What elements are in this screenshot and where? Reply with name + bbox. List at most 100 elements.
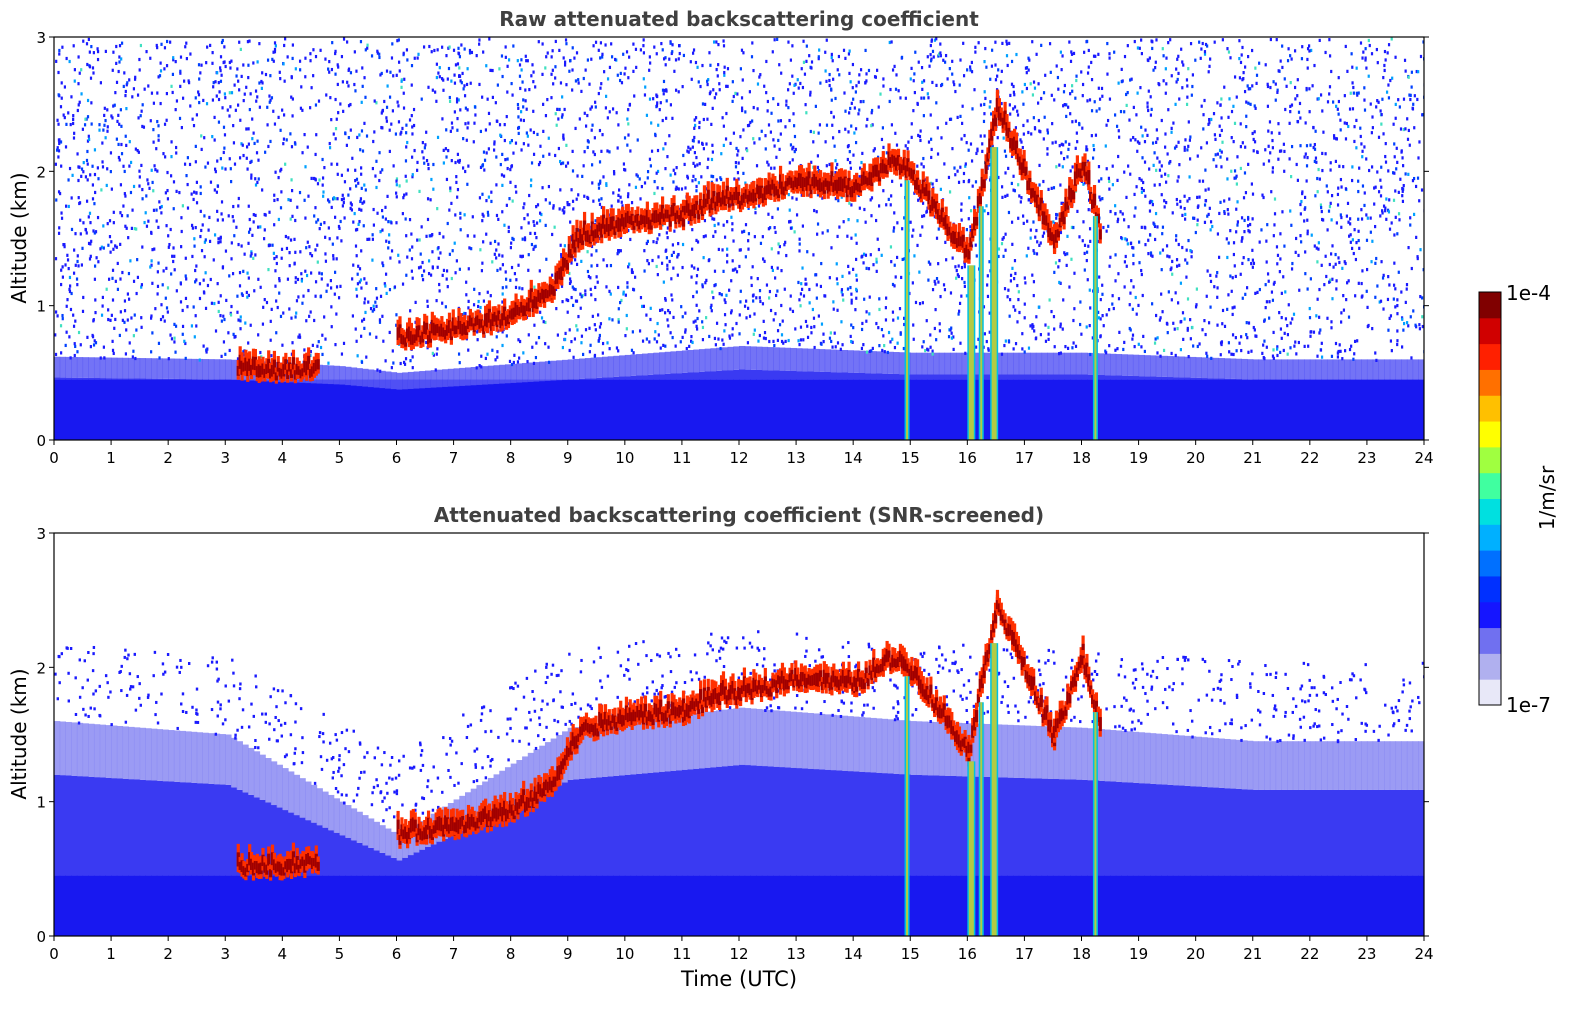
noise-speckle (1354, 257, 1358, 262)
noise-speckle (673, 229, 676, 233)
noise-speckle (1308, 316, 1312, 320)
noise-speckle (505, 114, 508, 119)
noise-speckle (997, 175, 1000, 180)
noise-speckle (552, 204, 555, 208)
noise-speckle (411, 155, 414, 159)
noise-speckle (1059, 322, 1062, 326)
noise-speckle (508, 359, 512, 364)
noise-speckle (904, 96, 907, 100)
noise-speckle (589, 343, 592, 347)
noise-speckle (943, 288, 947, 292)
noise-speckle (252, 61, 255, 65)
noise-speckle (294, 67, 297, 71)
noise-speckle (783, 287, 786, 291)
noise-speckle (900, 275, 903, 280)
noise-speckle (903, 316, 906, 320)
noise-speckle (375, 159, 378, 163)
layer-cell (179, 379, 186, 440)
noise-speckle (1218, 124, 1221, 128)
noise-speckle (411, 355, 414, 359)
noise-speckle (1000, 69, 1003, 73)
noise-speckle (159, 206, 162, 210)
noise-speckle (894, 87, 898, 91)
noise-speckle (236, 103, 240, 107)
noise-speckle (661, 118, 664, 123)
noise-speckle (1379, 299, 1383, 303)
noise-speckle (586, 58, 589, 62)
noise-speckle (1342, 165, 1345, 169)
noise-speckle (495, 248, 498, 252)
noise-speckle (316, 260, 319, 264)
layer-cell (910, 379, 917, 440)
noise-speckle (451, 249, 454, 253)
noise-speckle (193, 244, 196, 248)
noise-speckle (1213, 285, 1216, 289)
noise-speckle (825, 164, 828, 168)
noise-speckle (899, 332, 902, 336)
noise-speckle (209, 43, 212, 48)
noise-speckle (619, 235, 622, 239)
noise-speckle (997, 254, 1000, 259)
noise-speckle (1227, 341, 1231, 345)
noise-speckle (1099, 335, 1102, 339)
noise-speckle (971, 184, 974, 188)
noise-speckle (1201, 41, 1204, 46)
noise-speckle (604, 106, 608, 110)
noise-speckle (1393, 261, 1396, 265)
noise-speckle (403, 362, 407, 366)
noise-speckle (711, 175, 715, 179)
noise-speckle (844, 109, 847, 113)
noise-speckle (918, 301, 922, 306)
noise-speckle (1369, 102, 1372, 106)
noise-speckle (503, 138, 506, 143)
layer-cell (1406, 359, 1414, 380)
noise-speckle (160, 303, 163, 307)
layer-cell (71, 377, 78, 380)
noise-speckle (1019, 200, 1022, 204)
noise-speckle (191, 117, 194, 121)
noise-speckle (134, 147, 137, 151)
noise-speckle (395, 179, 398, 183)
noise-speckle (1205, 294, 1208, 298)
noise-speckle (1313, 147, 1317, 151)
noise-speckle (355, 177, 359, 181)
noise-speckle (586, 269, 590, 274)
noise-speckle (628, 55, 631, 59)
noise-speckle (224, 167, 227, 171)
noise-speckle (1249, 87, 1252, 91)
noise-speckle (662, 147, 665, 151)
noise-speckle (764, 147, 767, 151)
layer-cell (202, 359, 209, 380)
noise-speckle (1295, 162, 1298, 167)
noise-speckle (1293, 49, 1297, 53)
noise-speckle (547, 345, 550, 349)
layer-cell (413, 371, 420, 389)
noise-speckle (270, 307, 273, 311)
noise-speckle (1236, 155, 1239, 159)
layer-cell (1195, 379, 1202, 440)
noise-speckle (1170, 351, 1173, 356)
layer-cell (1247, 359, 1254, 380)
layer-cell (602, 379, 609, 440)
noise-speckle (390, 249, 394, 253)
noise-speckle (1355, 146, 1358, 150)
noise-speckle (547, 184, 551, 189)
noise-speckle (882, 145, 885, 150)
noise-speckle (501, 183, 504, 187)
noise-speckle (310, 86, 313, 90)
layer-cell (185, 358, 192, 380)
noise-speckle (824, 69, 827, 73)
noise-speckle (217, 300, 220, 304)
noise-speckle (668, 134, 671, 138)
layer-cell (1081, 379, 1088, 440)
noise-speckle (1409, 315, 1412, 319)
layer-cell (1372, 379, 1379, 440)
noise-speckle (1315, 160, 1318, 164)
noise-speckle (110, 114, 113, 118)
noise-speckle (1101, 197, 1104, 201)
noise-speckle (912, 109, 915, 113)
noise-speckle (505, 285, 508, 289)
noise-speckle (269, 98, 272, 102)
layer-cell (830, 349, 837, 373)
noise-speckle (566, 298, 570, 303)
